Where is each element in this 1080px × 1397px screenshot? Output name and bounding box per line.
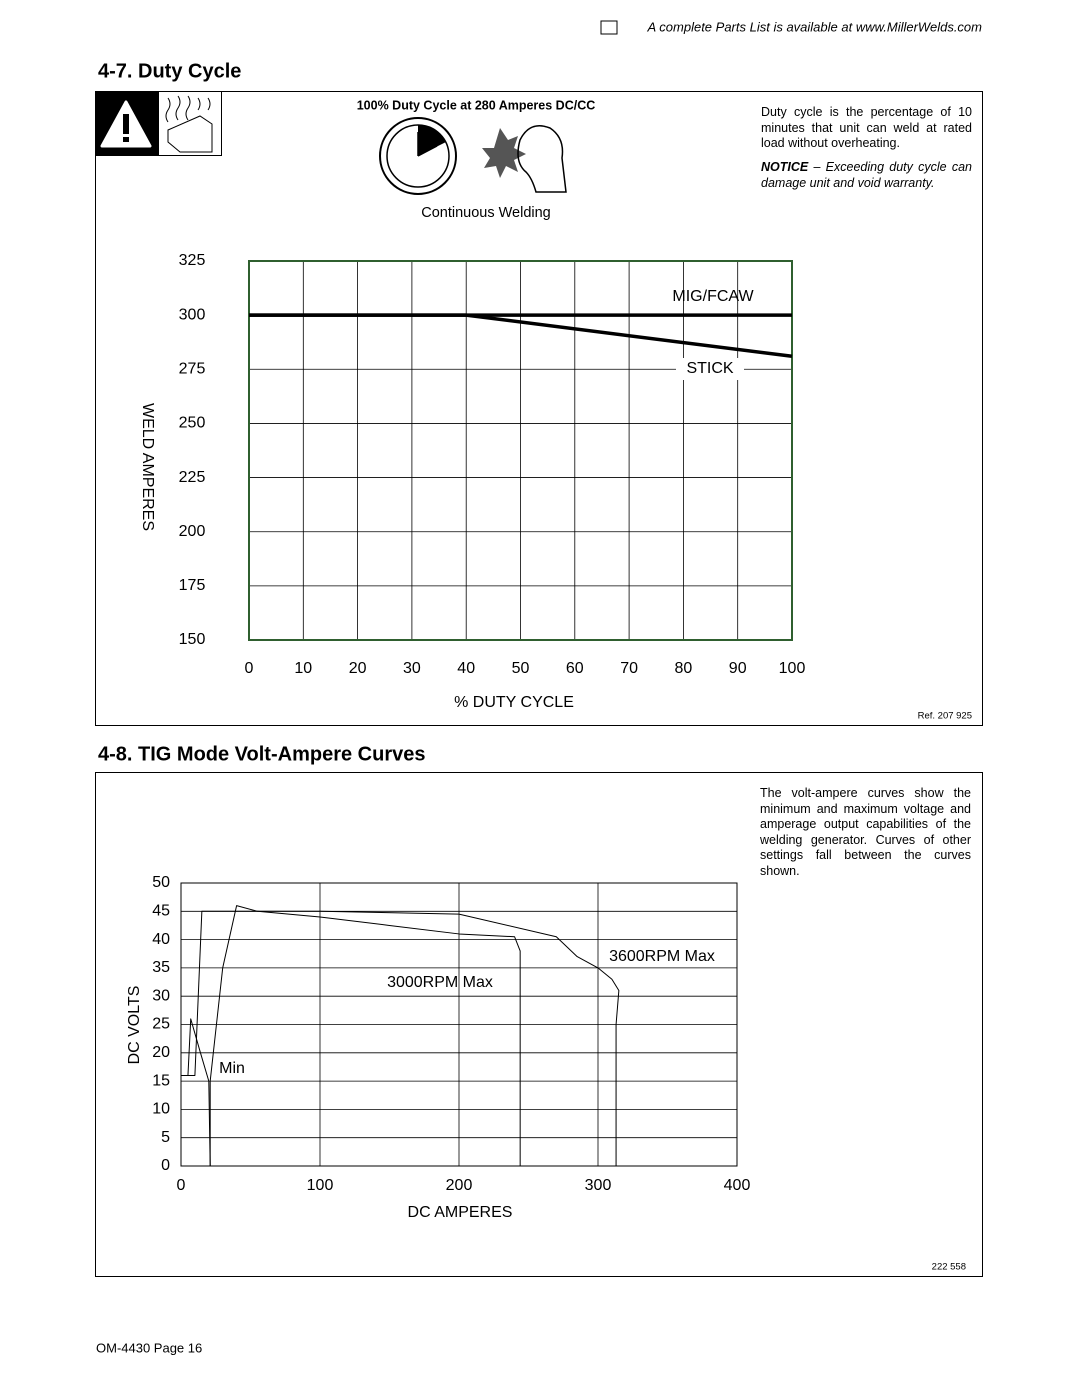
spark-icon — [482, 128, 526, 178]
x-tick-label: 100 — [307, 1177, 334, 1194]
y-tick-label: 5 — [161, 1129, 170, 1146]
y-tick-label: 40 — [152, 931, 170, 948]
section-box — [95, 772, 983, 1277]
x-tick-label: 30 — [403, 660, 421, 677]
y-tick-label: 225 — [179, 469, 206, 486]
ref-number: Ref. 207 925 — [918, 711, 972, 722]
series-line — [181, 1018, 211, 1167]
x-tick-label: 80 — [675, 660, 693, 677]
warning-mark — [123, 114, 129, 134]
footer: OM-4430 Page 16 — [96, 1340, 202, 1355]
description: Duty cycle is the percentage of 10 minut… — [761, 105, 972, 150]
duty-caption: 100% Duty Cycle at 280 Amperes DC/CC — [357, 98, 596, 112]
x-tick-label: 40 — [457, 660, 475, 677]
y-tick-label: 200 — [179, 523, 206, 540]
y-tick-label: 20 — [152, 1044, 170, 1061]
notice-label: NOTICE — [761, 160, 809, 174]
y-tick-label: 50 — [152, 874, 170, 891]
y-tick-label: 175 — [179, 577, 206, 594]
x-tick-label: 200 — [446, 1177, 473, 1194]
description: The volt-ampere curves show the minimum … — [760, 786, 971, 878]
section-title: 4-7. Duty Cycle — [98, 60, 241, 82]
y-axis-title: WELD AMPERES — [139, 403, 156, 531]
y-tick-label: 15 — [152, 1072, 170, 1089]
header-note: A complete Parts List is available at ww… — [646, 19, 982, 34]
x-tick-label: 10 — [294, 660, 312, 677]
series-label: STICK — [686, 360, 733, 377]
x-tick-label: 100 — [779, 660, 806, 677]
y-tick-label: 250 — [179, 415, 206, 432]
x-axis-title: DC AMPERES — [408, 1204, 513, 1221]
y-tick-label: 35 — [152, 959, 170, 976]
y-tick-label: 325 — [179, 252, 206, 269]
x-tick-label: 0 — [245, 660, 254, 677]
section-title: 4-8. TIG Mode Volt-Ampere Curves — [98, 743, 425, 765]
x-tick-label: 400 — [724, 1177, 751, 1194]
welder-icon — [517, 125, 567, 193]
label-bg — [676, 358, 744, 380]
y-tick-label: 300 — [179, 306, 206, 323]
icon-label: Continuous Welding — [421, 205, 551, 221]
x-tick-label: 20 — [349, 660, 367, 677]
notice-text: – Exceeding duty cycle can damage unit a… — [761, 160, 972, 190]
y-tick-label: 30 — [152, 987, 170, 1004]
pointer-icon — [600, 20, 618, 35]
y-tick-label: 10 — [152, 1101, 170, 1118]
plot-frame — [180, 882, 738, 1167]
ref-number: 222 558 — [932, 1262, 966, 1273]
heat-icon-drawing — [165, 95, 213, 153]
y-axis-title: DC VOLTS — [126, 986, 143, 1065]
series-line — [249, 313, 793, 359]
heat-icon — [158, 91, 222, 156]
series-line — [209, 905, 521, 1166]
y-tick-label: 150 — [179, 631, 206, 648]
notice: NOTICE – Exceeding duty cycle can damage… — [761, 160, 972, 191]
clock-sector — [418, 124, 446, 156]
clock-outer — [379, 117, 457, 195]
y-tick-label: 0 — [161, 1157, 170, 1174]
y-tick-label: 25 — [152, 1016, 170, 1033]
series-label: 3000RPM Max — [387, 974, 493, 991]
clock-hands — [417, 132, 438, 157]
series-line — [181, 910, 620, 1166]
x-tick-label: 50 — [512, 660, 530, 677]
series-label: 3600RPM Max — [609, 948, 715, 965]
y-tick-label: 275 — [179, 361, 206, 378]
series-label: Min — [219, 1060, 245, 1077]
x-axis-title: % DUTY CYCLE — [454, 694, 574, 711]
warning-dot — [123, 137, 129, 142]
x-tick-label: 0 — [177, 1177, 186, 1194]
y-tick-label: 45 — [152, 903, 170, 920]
section-box — [95, 91, 983, 726]
plot-frame — [248, 260, 793, 641]
x-tick-label: 60 — [566, 660, 584, 677]
series-label: MIG/FCAW — [672, 288, 754, 305]
x-tick-label: 70 — [620, 660, 638, 677]
x-tick-label: 90 — [729, 660, 747, 677]
x-tick-label: 300 — [585, 1177, 612, 1194]
